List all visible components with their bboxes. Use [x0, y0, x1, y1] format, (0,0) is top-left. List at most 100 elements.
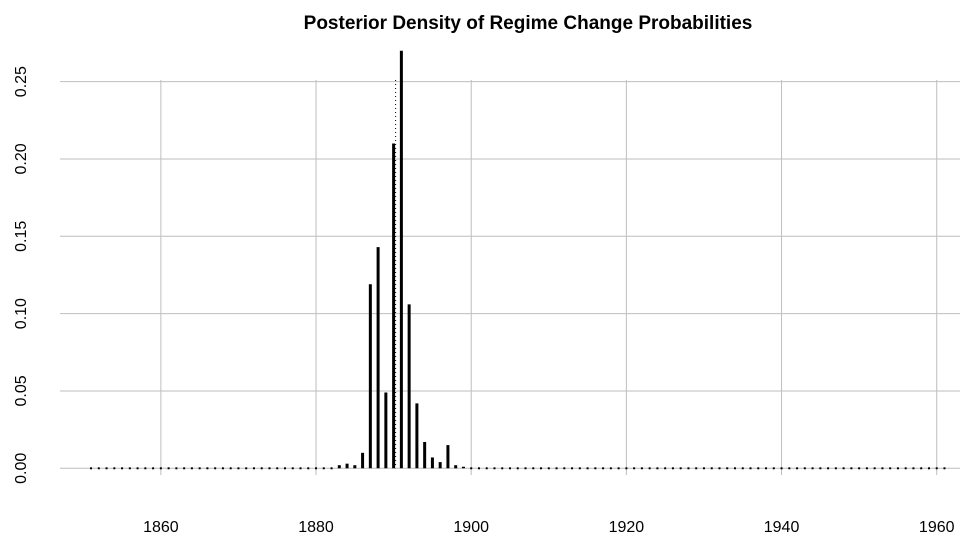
zero-point: [734, 467, 736, 470]
zero-point: [687, 467, 690, 470]
zero-point: [571, 467, 574, 470]
zero-point: [780, 467, 783, 470]
x-tick-label: 1900: [453, 519, 489, 536]
zero-point: [594, 467, 597, 470]
zero-point: [276, 467, 279, 470]
zero-point: [726, 467, 729, 470]
zero-point: [609, 467, 612, 470]
zero-point: [509, 467, 511, 470]
zero-point: [679, 467, 682, 470]
zero-point: [803, 467, 806, 470]
y-tick-label: 0.20: [13, 143, 30, 174]
zero-point: [943, 467, 946, 470]
zero-point: [221, 467, 224, 470]
y-tick-label: 0.00: [13, 453, 30, 484]
zero-point: [555, 467, 558, 470]
zero-point: [183, 467, 186, 470]
zero-point: [772, 467, 775, 470]
x-tick-label: 1960: [919, 519, 955, 536]
zero-point: [710, 467, 713, 470]
zero-point: [245, 467, 248, 470]
zero-point: [702, 467, 705, 470]
zero-point: [159, 467, 162, 470]
zero-point: [167, 467, 170, 470]
zero-point: [291, 467, 294, 470]
zero-point: [198, 467, 201, 470]
zero-point: [827, 467, 830, 470]
x-tick-label: 1940: [764, 519, 800, 536]
zero-point: [540, 467, 543, 470]
zero-point: [788, 467, 791, 470]
zero-point: [90, 467, 93, 470]
zero-point: [656, 467, 659, 470]
zero-point: [640, 467, 643, 470]
zero-point: [477, 467, 480, 470]
zero-point: [920, 467, 923, 470]
zero-point: [516, 467, 519, 470]
zero-point: [617, 467, 620, 470]
zero-point: [493, 467, 496, 470]
zero-point: [664, 467, 667, 470]
zero-point: [858, 467, 861, 470]
zero-point: [547, 467, 550, 470]
zero-point: [586, 467, 589, 470]
zero-point: [152, 467, 155, 470]
zero-point: [299, 467, 302, 470]
zero-point: [524, 467, 527, 470]
zero-point: [671, 467, 674, 470]
zero-point: [896, 467, 899, 470]
zero-point: [904, 467, 907, 470]
y-tick-label: 0.15: [13, 221, 30, 252]
zero-point: [97, 467, 100, 470]
zero-point: [935, 467, 938, 470]
zero-point: [175, 467, 178, 470]
zero-point: [842, 467, 845, 470]
x-tick-label: 1880: [298, 519, 334, 536]
zero-point: [563, 467, 566, 470]
zero-point: [648, 467, 651, 470]
zero-point: [718, 467, 721, 470]
zero-point: [330, 467, 333, 470]
zero-point: [113, 467, 116, 470]
y-tick-label: 0.10: [13, 298, 30, 329]
zero-point: [322, 467, 325, 470]
zero-point: [865, 467, 868, 470]
x-tick-label: 1860: [143, 519, 179, 536]
zero-point: [501, 467, 504, 470]
chart-title: Posterior Density of Regime Change Proba…: [304, 13, 753, 34]
zero-point: [850, 467, 853, 470]
zero-point: [532, 467, 535, 470]
zero-point: [578, 467, 581, 470]
zero-point: [284, 467, 286, 470]
zero-point: [749, 467, 752, 470]
zero-point: [695, 467, 698, 470]
zero-point: [741, 467, 744, 470]
zero-point: [834, 467, 837, 470]
zero-point: [912, 467, 915, 470]
zero-point: [927, 467, 930, 470]
zero-point: [260, 467, 263, 470]
zero-point: [105, 467, 108, 470]
zero-point: [602, 467, 605, 470]
zero-point: [881, 467, 884, 470]
zero-point: [128, 467, 131, 470]
zero-point: [796, 467, 799, 470]
zero-point: [889, 467, 892, 470]
zero-point: [206, 467, 209, 470]
zero-point: [757, 467, 760, 470]
zero-point: [229, 467, 232, 470]
zero-point: [470, 467, 473, 470]
zero-point: [873, 467, 876, 470]
zero-point: [307, 467, 310, 470]
zero-point: [268, 467, 271, 470]
zero-point: [190, 467, 193, 470]
zero-point: [237, 467, 240, 470]
zero-point: [144, 467, 147, 470]
zero-point: [633, 467, 636, 470]
zero-point: [214, 467, 217, 470]
zero-point: [315, 467, 318, 470]
zero-point: [625, 467, 628, 470]
zero-point: [121, 467, 124, 470]
zero-point: [485, 467, 488, 470]
